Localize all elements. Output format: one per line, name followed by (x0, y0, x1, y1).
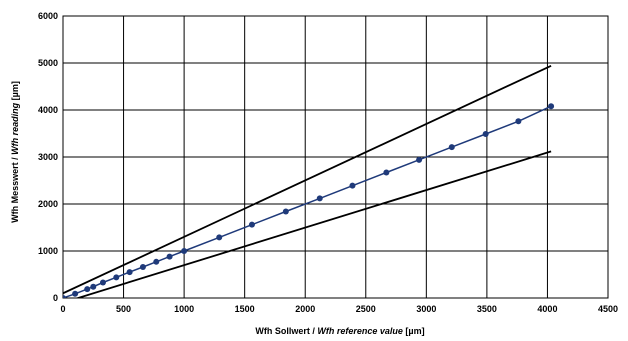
y-tick-label: 0 (53, 293, 58, 303)
data-point (316, 195, 323, 202)
series-layer (63, 64, 555, 298)
data-point (216, 234, 223, 241)
y-tick-label: 5000 (38, 58, 58, 68)
y-tick-label: 2000 (38, 199, 58, 209)
data-point (448, 144, 455, 151)
x-tick-label: 4000 (537, 304, 557, 314)
x-tick-label: 0 (60, 304, 65, 314)
data-point (181, 248, 188, 254)
data-point (383, 169, 390, 176)
y-tick-labels: 0 1000 2000 3000 4000 5000 6000 (38, 11, 58, 303)
data-point (416, 156, 423, 163)
data-point (126, 269, 133, 276)
data-point (90, 283, 97, 290)
plot-area-border (62, 15, 609, 299)
series-line-upper-tolerance (63, 64, 552, 295)
series-line-measurement (63, 105, 552, 298)
y-tick-label: 6000 (38, 11, 58, 21)
y-tick-label: 3000 (38, 152, 58, 162)
data-point (72, 290, 79, 297)
y-tick-label: 4000 (38, 105, 58, 115)
x-tick-label: 2000 (295, 304, 315, 314)
x-tick-label: 1000 (174, 304, 194, 314)
x-tick-label: 500 (116, 304, 131, 314)
data-point (482, 130, 489, 137)
data-point (515, 118, 522, 125)
y-tick-label: 1000 (38, 246, 58, 256)
x-tick-label: 3000 (416, 304, 436, 314)
data-point (349, 182, 356, 189)
x-tick-label: 4500 (598, 304, 618, 314)
series-line-lower-tolerance (75, 150, 552, 298)
data-point (99, 279, 106, 286)
data-point (248, 221, 255, 228)
x-tick-label: 2500 (356, 304, 376, 314)
data-point (139, 263, 146, 270)
x-tick-labels: 0 500 1000 1500 2000 2500 3000 3500 4000 4500 (60, 304, 618, 314)
data-point (84, 286, 91, 293)
y-axis-label: Wfh Messwert / Wfh reading [µm] (10, 81, 20, 223)
data-point (63, 295, 66, 298)
data-point (548, 103, 555, 110)
data-point (153, 258, 160, 265)
data-point (282, 208, 289, 215)
data-point (166, 253, 173, 260)
x-tick-label: 1500 (235, 304, 255, 314)
data-point (113, 274, 120, 281)
x-tick-label: 3500 (477, 304, 497, 314)
x-axis-label: Wfh Sollwert / Wfh reference value [µm] (255, 326, 424, 336)
